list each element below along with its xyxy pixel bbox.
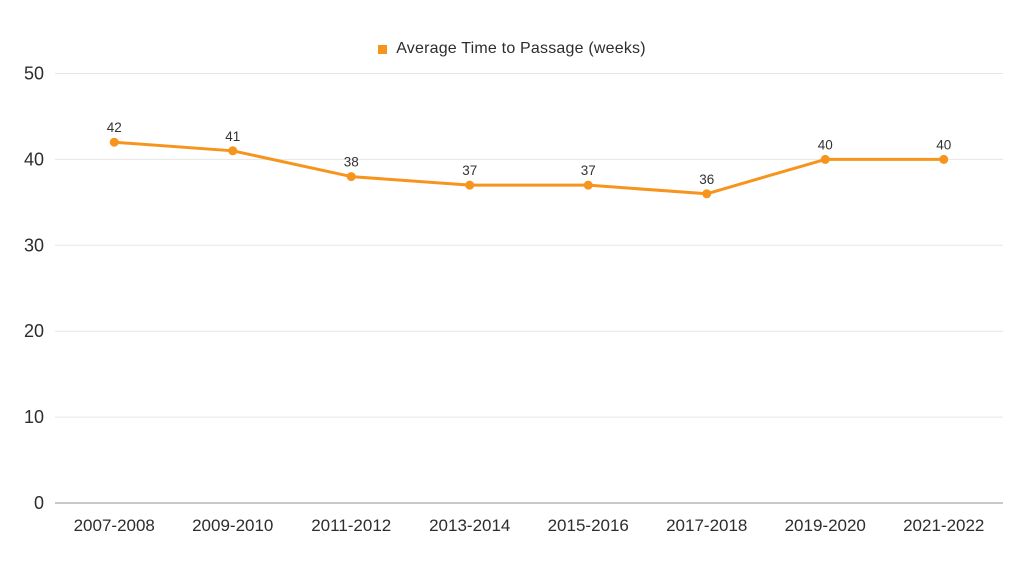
data-point-value-label: 42: [107, 120, 122, 135]
legend-label: Average Time to Passage (weeks): [396, 40, 646, 57]
x-tick-label: 2009-2010: [192, 516, 273, 535]
x-tick-label: 2011-2012: [311, 516, 391, 535]
x-tick-label: 2015-2016: [548, 516, 629, 535]
data-point-marker[interactable]: [109, 137, 119, 147]
data-point-value-label: 38: [344, 155, 359, 170]
data-point-marker[interactable]: [346, 172, 356, 182]
data-point-value-label: 36: [699, 172, 714, 187]
data-point-marker[interactable]: [465, 180, 475, 190]
x-tick-label: 2021-2022: [903, 516, 984, 535]
data-point-marker[interactable]: [583, 180, 593, 190]
data-point-value-label: 41: [225, 129, 240, 144]
data-point-value-label: 40: [936, 137, 951, 152]
legend-item[interactable]: Average Time to Passage (weeks): [0, 40, 1024, 58]
x-tick-label: 2013-2014: [429, 516, 510, 535]
data-point-value-label: 37: [581, 163, 596, 178]
y-tick-label: 20: [24, 321, 44, 341]
data-point-marker[interactable]: [820, 154, 830, 164]
x-tick-label: 2007-2008: [74, 516, 155, 535]
y-tick-label: 40: [24, 149, 44, 169]
y-tick-label: 50: [24, 64, 44, 84]
x-tick-label: 2019-2020: [785, 516, 866, 535]
data-point-marker[interactable]: [228, 146, 238, 156]
y-tick-label: 0: [34, 493, 44, 513]
y-tick-label: 30: [24, 235, 44, 255]
data-point-marker[interactable]: [939, 154, 949, 164]
data-point-marker[interactable]: [702, 189, 712, 199]
y-tick-label: 10: [24, 407, 44, 427]
data-point-value-label: 37: [462, 163, 477, 178]
data-point-value-label: 40: [818, 137, 833, 152]
series-line: [112, 140, 946, 196]
x-tick-label: 2017-2018: [666, 516, 747, 535]
legend-square-marker-icon: [378, 44, 388, 54]
